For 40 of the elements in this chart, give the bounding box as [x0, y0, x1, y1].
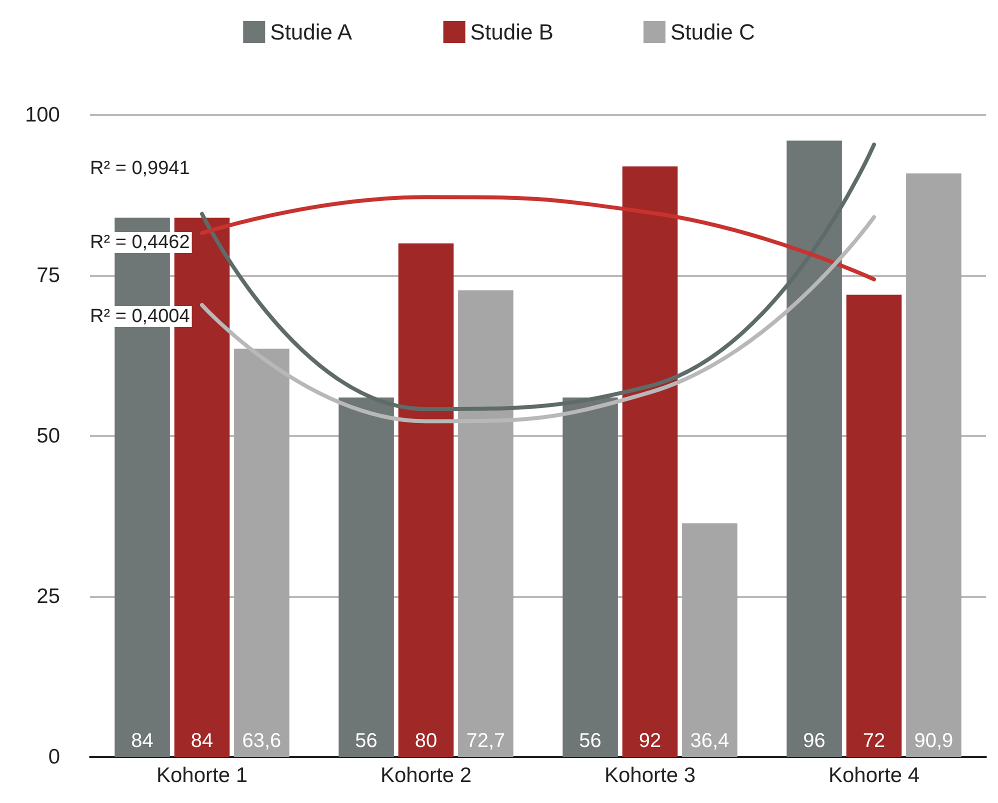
x-tick-label: Kohorte 1: [156, 764, 248, 787]
data-label: 56: [579, 730, 602, 752]
data-label: 72,7: [466, 730, 506, 752]
bar: [622, 166, 678, 757]
line-series: [200, 142, 876, 412]
data-label: 72: [862, 730, 886, 752]
legend-label: Studie B: [470, 20, 554, 44]
bar: [338, 397, 394, 757]
legend-label: Studie C: [670, 20, 755, 44]
bar: [234, 348, 290, 757]
y-tick-label: 50: [36, 424, 60, 448]
data-label: 90,9: [914, 730, 954, 752]
data-label: 63,6: [242, 730, 282, 752]
data-label: 84: [131, 730, 154, 752]
data-label: 36,4: [690, 730, 730, 752]
line-series: [200, 215, 876, 424]
y-tick-label: 75: [36, 264, 60, 287]
annotation: R² = 0,4462: [90, 232, 190, 253]
data-label: 84: [190, 730, 214, 752]
bar: [562, 397, 618, 757]
data-label: 80: [414, 730, 438, 752]
legend-label: Studie A: [270, 20, 352, 44]
bar: [398, 243, 454, 757]
bar: [682, 523, 738, 757]
bar: [906, 173, 962, 757]
y-tick-label: 25: [36, 585, 60, 608]
y-tick-label: 100: [24, 104, 60, 126]
data-label: 56: [355, 730, 378, 752]
y-tick-label: 0: [48, 746, 60, 768]
annotation: R² = 0,4004: [90, 306, 190, 327]
annotation: R² = 0,9941: [90, 158, 190, 179]
x-tick-label: Kohorte 2: [380, 764, 472, 787]
data-label: 96: [803, 730, 826, 752]
line-series: [200, 195, 876, 282]
x-tick-label: Kohorte 4: [828, 764, 920, 787]
bar: [786, 140, 842, 757]
bar: [458, 290, 514, 757]
x-tick-label: Kohorte 3: [604, 764, 696, 787]
bar: [846, 294, 902, 757]
data-label: 92: [638, 730, 662, 752]
